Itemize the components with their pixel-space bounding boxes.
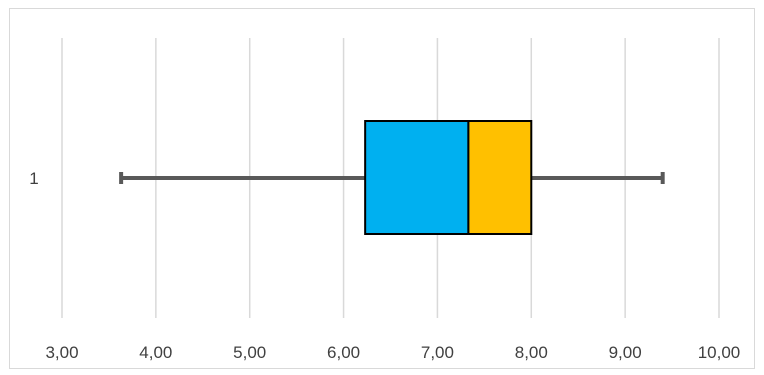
y-category-label: 1 <box>29 169 38 188</box>
tick-labels: 3,00 4,00 5,00 6,00 7,00 8,00 9,00 10,00 1 <box>29 169 740 362</box>
upper-box-segment <box>467 120 533 235</box>
lower-box-segment <box>364 120 470 235</box>
x-tick-label: 3,00 <box>45 343 78 362</box>
x-tick-label: 9,00 <box>609 343 642 362</box>
x-tick-label: 10,00 <box>698 343 741 362</box>
x-tick-label: 5,00 <box>233 343 266 362</box>
box <box>364 120 533 235</box>
x-tick-label: 7,00 <box>421 343 454 362</box>
x-tick-label: 8,00 <box>515 343 548 362</box>
x-tick-label: 6,00 <box>327 343 360 362</box>
x-tick-label: 4,00 <box>139 343 172 362</box>
whiskers <box>119 172 665 184</box>
